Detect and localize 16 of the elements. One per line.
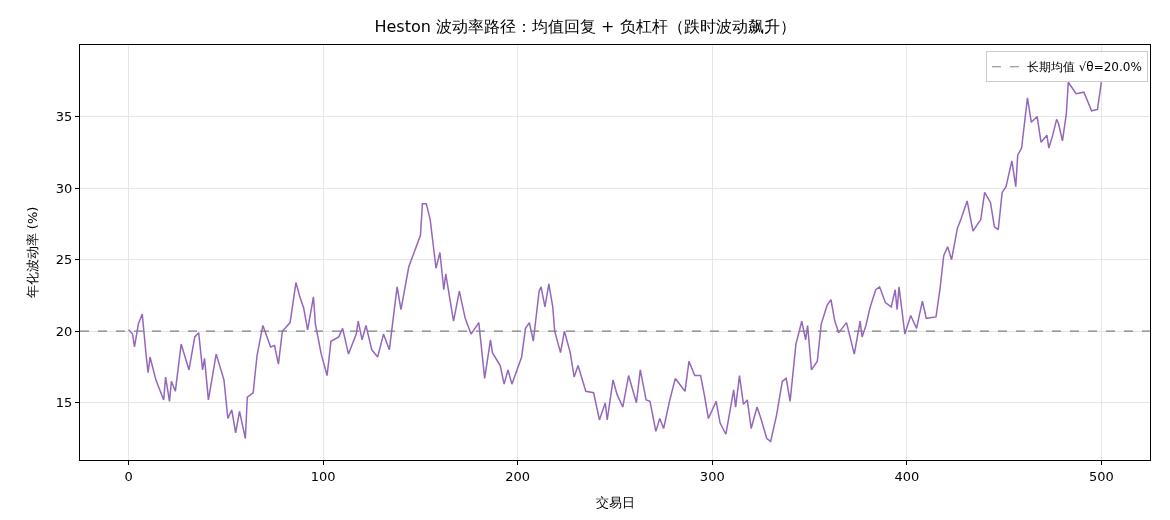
y-tick-label: 20	[55, 323, 73, 339]
x-tick-label: 500	[1088, 468, 1114, 484]
x-tick-label: 300	[699, 468, 725, 484]
x-tick-label: 100	[310, 468, 336, 484]
chart-title: Heston 波动率路径：均值回复 + 负杠杆（跌时波动飙升）	[374, 17, 796, 36]
legend-label: 长期均值 √θ=20.0%	[1026, 60, 1142, 75]
y-tick-label: 25	[55, 252, 73, 268]
x-tick-label: 400	[894, 468, 920, 484]
y-axis-title: 年化波动率 (%)	[24, 206, 40, 299]
x-tick-label: 200	[505, 468, 531, 484]
y-tick-label: 35	[55, 109, 73, 125]
line-series	[127, 81, 1103, 443]
y-tick-label: 30	[55, 180, 73, 196]
x-axis-title: 交易日	[595, 495, 635, 511]
x-tick-label: 0	[124, 468, 133, 484]
y-tick-label: 15	[55, 395, 73, 411]
